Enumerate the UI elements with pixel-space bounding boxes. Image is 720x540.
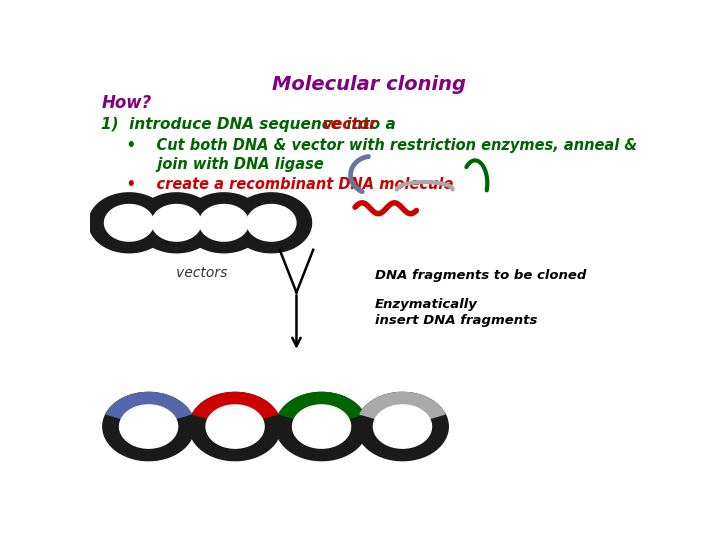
Polygon shape [104,205,153,241]
Polygon shape [279,393,364,418]
Polygon shape [192,393,278,418]
Polygon shape [89,193,169,253]
Polygon shape [292,405,351,448]
Polygon shape [120,405,178,448]
Text: vectors: vectors [176,266,228,280]
Polygon shape [231,193,312,253]
Text: •    Cut both DNA & vector with restriction enzymes, anneal &: • Cut both DNA & vector with restriction… [101,138,637,153]
Text: DNA fragments to be cloned: DNA fragments to be cloned [374,268,586,281]
Polygon shape [360,393,445,418]
Polygon shape [103,393,194,461]
Polygon shape [276,393,367,461]
Polygon shape [374,405,431,448]
Polygon shape [184,193,264,253]
Text: vector: vector [322,117,376,132]
Text: How?: How? [101,94,151,112]
Text: Enzymatically: Enzymatically [374,298,477,310]
Polygon shape [106,393,191,418]
Polygon shape [136,193,217,253]
Text: Molecular cloning: Molecular cloning [272,75,466,94]
Polygon shape [189,393,281,461]
Polygon shape [356,393,449,461]
Text: •    create a recombinant DNA molecule: • create a recombinant DNA molecule [101,177,454,192]
Text: 1)  introduce DNA sequence into a: 1) introduce DNA sequence into a [101,117,401,132]
Polygon shape [199,205,248,241]
Polygon shape [152,205,201,241]
Polygon shape [247,205,296,241]
Polygon shape [206,405,264,448]
Text: insert DNA fragments: insert DNA fragments [374,314,537,327]
Text: join with DNA ligase: join with DNA ligase [101,157,324,172]
